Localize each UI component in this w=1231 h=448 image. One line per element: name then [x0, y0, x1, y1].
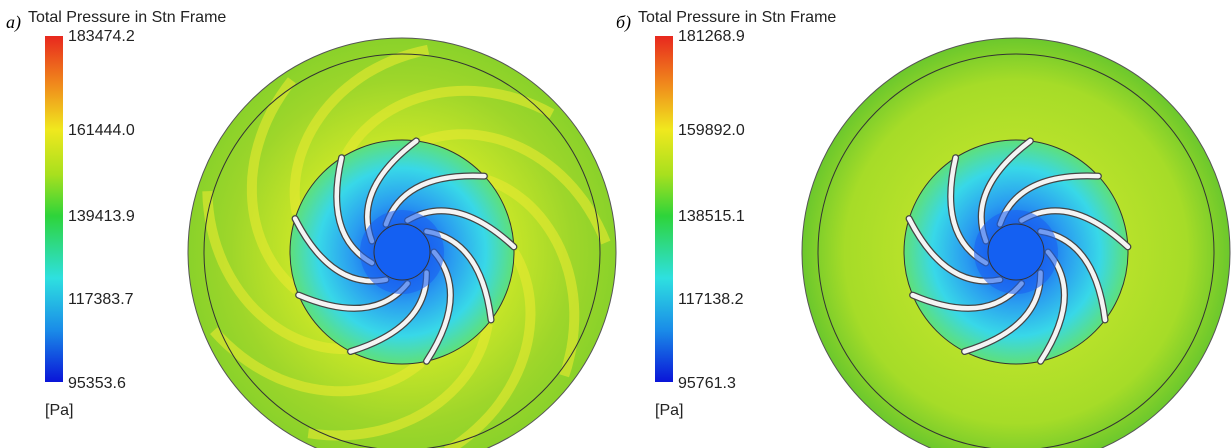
colorbar-tick-label: 95353.6 [68, 375, 126, 392]
colorbar-tick-label: 139413.9 [68, 208, 135, 225]
pressure-streak [419, 129, 611, 245]
pressure-streak [307, 323, 493, 441]
panel-title: Total Pressure in Stn Frame [638, 9, 836, 26]
colorbar-tick-label: 138515.1 [678, 208, 745, 225]
pressure-streak [341, 85, 555, 158]
panel-label: б) [616, 12, 631, 33]
pressure-streak [486, 175, 580, 378]
colorbar-tick-label: 181268.9 [678, 28, 745, 45]
colorbar-tick-label: 183474.2 [68, 28, 135, 45]
panel: а) Total Pressure in Stn Frame 183474.2 … [6, 9, 617, 448]
colorbar [45, 36, 63, 382]
panel-title: Total Pressure in Stn Frame [28, 9, 226, 26]
outer-ring [817, 53, 1215, 448]
pressure-streak [202, 190, 346, 354]
colorbar-tick-label: 117138.2 [678, 291, 744, 308]
outer-ring [203, 53, 601, 448]
panel-label: а) [6, 12, 21, 33]
hub-ring [373, 223, 431, 281]
pressure-streak [444, 249, 536, 448]
colorbar-tick-label: 161444.0 [68, 122, 135, 139]
hub-ring [987, 223, 1045, 281]
pressure-streak [289, 44, 430, 215]
colorbar-unit: [Pa] [45, 402, 73, 419]
colorbar-tick-label: 159892.0 [678, 122, 745, 139]
pressure-streak [246, 77, 300, 295]
panel: б) Total Pressure in Stn Frame 181268.9 … [616, 9, 1231, 448]
colorbar-unit: [Pa] [655, 402, 683, 419]
pressure-streak [210, 327, 425, 397]
colorbar [655, 36, 673, 382]
colorbar-tick-label: 117383.7 [68, 291, 134, 308]
colorbar-tick-label: 95761.3 [678, 375, 736, 392]
